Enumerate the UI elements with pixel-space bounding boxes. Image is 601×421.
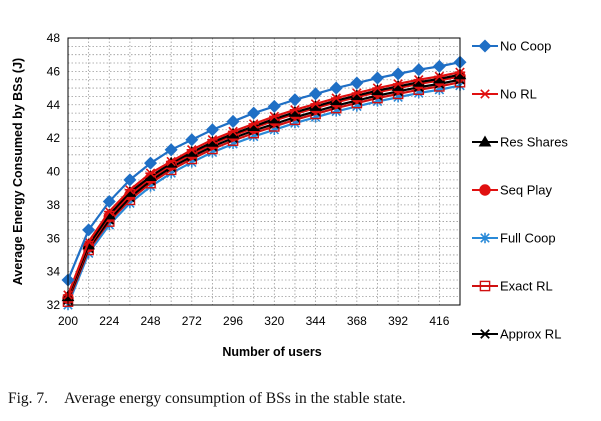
y-tick-label: 36 bbox=[47, 231, 61, 245]
data-point-no-coop bbox=[102, 195, 116, 209]
legend-item-seq-play: Seq Play bbox=[472, 183, 553, 198]
legend-label-approx-rl: Approx RL bbox=[500, 327, 561, 342]
legend-marker-seq-play bbox=[479, 184, 491, 196]
data-point-no-coop bbox=[309, 87, 323, 101]
x-tick-label: 392 bbox=[388, 314, 408, 328]
legend-marker-no-rl bbox=[479, 89, 491, 99]
y-tick-label: 42 bbox=[47, 131, 61, 145]
legend-marker-approx-rl bbox=[480, 329, 490, 339]
data-point-no-rl bbox=[331, 93, 342, 103]
data-point-no-coop bbox=[288, 93, 302, 107]
legend-label-full-coop: Full Coop bbox=[500, 231, 556, 246]
data-point-no-rl bbox=[124, 185, 136, 195]
chart-series bbox=[61, 55, 467, 311]
plot-area-frame bbox=[67, 37, 461, 306]
legend-label-no-rl: No RL bbox=[500, 87, 537, 102]
legend-label-res-shares: Res Shares bbox=[500, 135, 568, 150]
y-axis-ticks: 32 34 36 38 40 42 44 46 48 bbox=[47, 31, 61, 312]
x-tick-label: 344 bbox=[306, 314, 326, 328]
data-point-no-rl bbox=[145, 168, 156, 178]
data-point-no-coop bbox=[185, 133, 199, 147]
data-point-no-coop bbox=[432, 59, 446, 73]
data-point-no-coop bbox=[205, 123, 219, 137]
data-point-no-coop bbox=[391, 67, 405, 81]
data-point-no-rl bbox=[227, 126, 239, 137]
legend-item-full-coop: Full Coop bbox=[472, 231, 556, 246]
legend-marker-exact-rl bbox=[479, 280, 491, 292]
data-point-no-rl bbox=[207, 135, 218, 145]
y-axis-title: Average Energy Consumed by BSs (J) bbox=[11, 58, 25, 285]
legend-marker-no-coop bbox=[478, 39, 492, 53]
legend-marker-res-shares bbox=[478, 135, 492, 147]
figure-caption-label: Fig. 7. bbox=[8, 390, 49, 407]
data-point-no-coop bbox=[164, 143, 178, 157]
data-point-no-coop bbox=[247, 106, 261, 120]
data-point-no-rl bbox=[289, 104, 301, 115]
legend-item-no-rl: No RL bbox=[472, 87, 537, 102]
data-point-no-coop bbox=[370, 71, 384, 85]
data-point-no-rl bbox=[434, 71, 445, 82]
x-tick-label: 224 bbox=[99, 314, 119, 328]
data-point-no-rl bbox=[310, 99, 321, 109]
x-tick-label: 416 bbox=[429, 314, 449, 328]
x-axis-ticks: 200 224 248 272 296 320 344 368 392 416 bbox=[58, 314, 450, 328]
y-tick-label: 44 bbox=[47, 98, 61, 112]
data-point-no-rl bbox=[351, 88, 363, 98]
data-point-no-rl bbox=[413, 74, 424, 85]
data-point-no-coop bbox=[123, 173, 137, 187]
data-point-no-rl bbox=[269, 111, 280, 122]
legend-item-res-shares: Res Shares bbox=[472, 135, 568, 150]
data-point-no-coop bbox=[350, 76, 364, 90]
x-tick-label: 368 bbox=[347, 314, 367, 328]
data-point-no-rl bbox=[186, 145, 197, 155]
data-point-no-coop bbox=[144, 156, 158, 170]
data-point-no-coop bbox=[82, 223, 96, 237]
data-point-no-rl bbox=[372, 83, 383, 93]
x-tick-label: 248 bbox=[141, 314, 161, 328]
data-point-no-coop bbox=[267, 99, 281, 113]
data-point-no-coop bbox=[226, 114, 240, 128]
y-tick-label: 48 bbox=[47, 31, 61, 45]
data-point-no-rl bbox=[248, 119, 259, 129]
data-point-no-rl bbox=[165, 156, 177, 167]
energy-line-chart: 32 34 36 38 40 42 44 46 48 200 224 248 272 296 320 344… bbox=[11, 31, 568, 359]
x-tick-label: 272 bbox=[182, 314, 202, 328]
x-axis-title: Number of users bbox=[222, 345, 321, 359]
y-tick-label: 34 bbox=[47, 265, 61, 279]
legend-marker-full-coop bbox=[480, 232, 490, 244]
y-tick-label: 32 bbox=[47, 298, 61, 312]
y-tick-label: 46 bbox=[47, 64, 61, 78]
legend-label-seq-play: Seq Play bbox=[500, 183, 553, 198]
series-res-shares bbox=[61, 68, 467, 302]
y-tick-label: 38 bbox=[47, 198, 61, 212]
figure-caption: Fig. 7. Average energy consumption of BSs… bbox=[8, 390, 593, 408]
legend-label-exact-rl: Exact RL bbox=[500, 279, 553, 294]
y-tick-label: 40 bbox=[47, 165, 61, 179]
series-no-coop bbox=[61, 55, 467, 287]
legend-label-no-coop: No Coop bbox=[500, 39, 551, 54]
figure-caption-text: Average energy consumption of BSs in the… bbox=[64, 390, 406, 407]
data-point-no-coop bbox=[412, 63, 426, 77]
legend-item-approx-rl: Approx RL bbox=[472, 327, 561, 342]
data-point-no-coop bbox=[329, 81, 343, 95]
legend-item-exact-rl: Exact RL bbox=[472, 279, 553, 294]
data-point-no-rl bbox=[392, 79, 404, 89]
series-no-rl bbox=[62, 67, 466, 300]
data-point-no-rl bbox=[104, 206, 115, 217]
chart-legend: No Coop No RL Res Shares Seq Play Full Coop E… bbox=[472, 39, 568, 342]
x-tick-label: 200 bbox=[58, 314, 78, 328]
legend-item-no-coop: No Coop bbox=[472, 39, 551, 54]
x-tick-label: 320 bbox=[264, 314, 284, 328]
x-tick-label: 296 bbox=[223, 314, 243, 328]
chart-gridlines bbox=[67, 37, 461, 306]
